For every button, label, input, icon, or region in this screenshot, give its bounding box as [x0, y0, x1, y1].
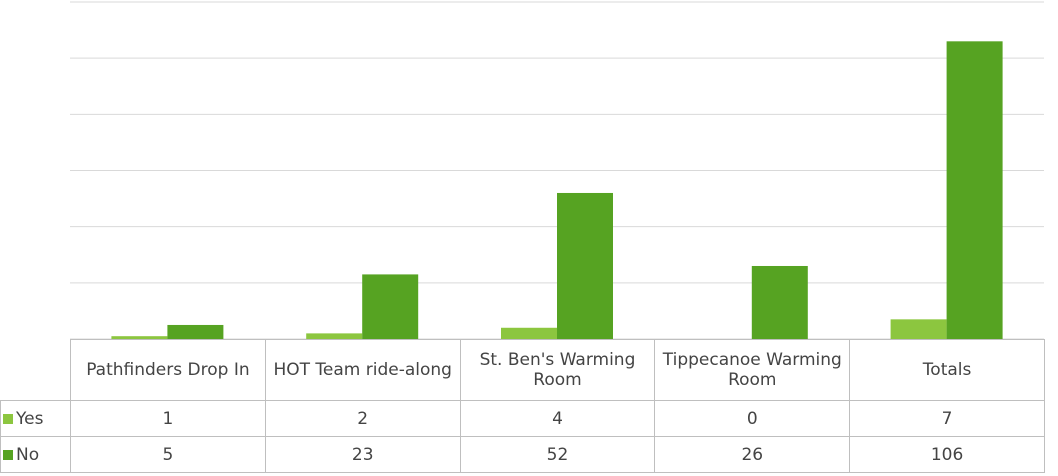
bar — [946, 41, 1003, 340]
table-value: 5 — [70, 436, 266, 473]
category-label-text: HOT Team ride-along — [273, 360, 452, 380]
category-label-text: St. Ben's Warming Room — [479, 350, 636, 390]
table-value-text: 23 — [351, 444, 374, 465]
table-value: 106 — [849, 436, 1045, 473]
chart — [70, 1, 1044, 340]
category-label-text: Totals — [922, 360, 972, 380]
table-value: 52 — [459, 436, 656, 473]
category-label: HOT Team ride-along — [264, 339, 461, 401]
table-value: 4 — [459, 400, 656, 437]
bar — [111, 336, 168, 339]
category-label-text: Pathfinders Drop In — [86, 360, 250, 380]
bar — [501, 327, 557, 339]
category-label: Totals — [849, 339, 1045, 401]
legend-entry-text: No — [16, 444, 40, 465]
category-label: Tippecanoe Warming Room — [654, 339, 851, 401]
legend-entry: No — [0, 436, 71, 473]
legend-key — [3, 449, 13, 460]
table-value: 2 — [264, 400, 461, 437]
table-value: 0 — [654, 400, 851, 437]
category-label-text: Tippecanoe Warming Room — [662, 350, 842, 390]
bar — [167, 324, 224, 339]
table-value: 1 — [70, 400, 266, 437]
bar — [890, 319, 947, 339]
table-value-text: 2 — [357, 408, 369, 429]
category-label: St. Ben's Warming Room — [459, 339, 656, 401]
table-value-text: 26 — [741, 444, 764, 465]
table-value-text: 4 — [552, 408, 563, 429]
table-value-text: 52 — [546, 444, 569, 465]
bar — [751, 265, 808, 339]
table-value-text: 106 — [930, 444, 964, 465]
table-value-text: 7 — [941, 408, 953, 429]
table-value-text: 5 — [162, 444, 174, 465]
table-value: 23 — [264, 436, 461, 473]
category-label: Pathfinders Drop In — [70, 339, 266, 401]
bar — [557, 192, 613, 339]
table-value: 26 — [654, 436, 851, 473]
bar — [362, 274, 419, 339]
legend-key — [3, 413, 13, 424]
table-value: 7 — [849, 400, 1045, 437]
legend-entry-text: Yes — [16, 408, 44, 429]
legend-entry: Yes — [0, 400, 71, 437]
table-value-text: 1 — [162, 408, 174, 429]
table-value-text: 0 — [746, 408, 758, 429]
bar — [306, 333, 363, 339]
